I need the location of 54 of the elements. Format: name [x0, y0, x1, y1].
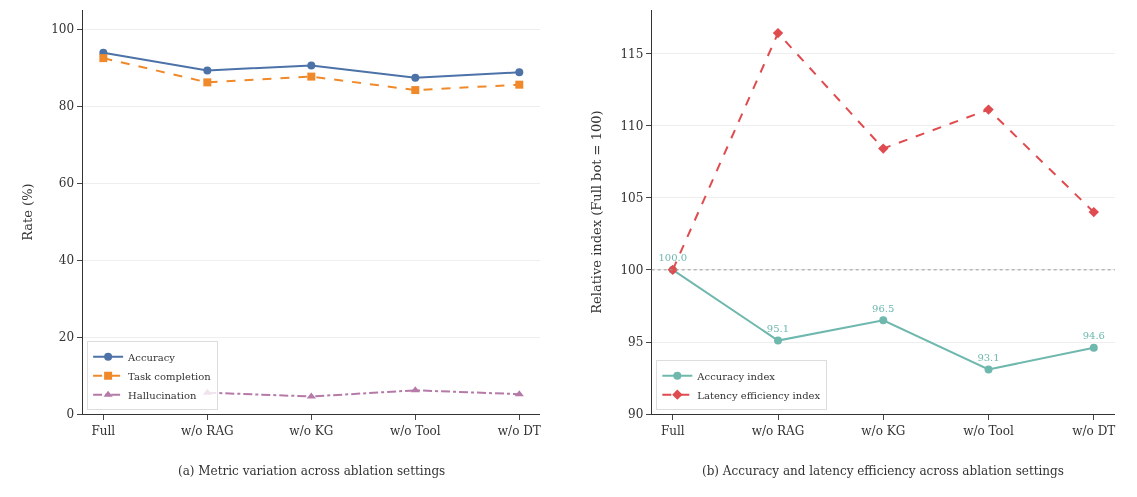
point	[772, 27, 784, 39]
data-label: 95.1	[766, 323, 790, 335]
point	[515, 68, 524, 77]
x-tick-label: w/o Tool	[389, 423, 441, 438]
y-tick-label: 80	[58, 99, 75, 114]
legend-label: Accuracy	[127, 351, 176, 363]
x-tick-label: w/o Tool	[963, 423, 1015, 438]
x-tick-label: Full	[660, 423, 685, 438]
point	[1089, 343, 1098, 352]
legend-label: Accuracy index	[696, 370, 776, 382]
point	[878, 143, 889, 154]
y-tick-label: 90	[628, 407, 644, 422]
text: (a) Metric variation across ablation settings	[178, 464, 446, 478]
text: (b) Accuracy and latency efficiency across ablation settings	[702, 464, 1064, 478]
y-tick-label: 100	[620, 263, 644, 278]
x-tick-label: w/o RAG	[751, 423, 805, 438]
x-tick-label: w/o KG	[861, 423, 906, 438]
y-axis-title: Rate (%)	[20, 183, 36, 241]
legend-label: Latency efficiency index	[697, 389, 821, 401]
data-label: 94.6	[1082, 330, 1105, 342]
y-tick-label: 40	[58, 253, 75, 268]
data-label: 96.5	[872, 302, 895, 314]
data-label: 93.1	[977, 351, 1000, 363]
point	[1088, 206, 1099, 218]
point	[99, 54, 108, 63]
point	[307, 61, 316, 70]
y-tick-label: 60	[58, 176, 75, 191]
point	[203, 66, 212, 75]
point	[774, 336, 783, 345]
x-tick-label: w/o RAG	[181, 423, 234, 438]
point	[203, 78, 212, 87]
point	[307, 72, 316, 81]
point	[411, 86, 420, 95]
y-tick-label: 100	[51, 22, 75, 37]
point	[983, 104, 994, 115]
point	[514, 390, 524, 397]
x-tick-label: w/o DT	[497, 423, 541, 438]
y-tick-label: 105	[620, 190, 644, 205]
y-axis-title: Relative index (Full bot = 100)	[589, 110, 605, 314]
legend-label: Task completion	[128, 370, 212, 382]
y-tick-label: 115	[620, 46, 644, 61]
x-tick-label: w/o DT	[1072, 423, 1116, 438]
x-tick-label: w/o KG	[289, 423, 334, 438]
point	[984, 365, 993, 374]
y-tick-label: 110	[620, 118, 644, 133]
point	[879, 316, 888, 325]
y-tick-label: 0	[66, 407, 75, 422]
point	[515, 80, 524, 89]
data-label: 100.0	[658, 252, 688, 264]
y-tick-label: 95	[628, 335, 644, 350]
point	[411, 73, 420, 82]
legend-label: Hallucination	[128, 389, 198, 401]
x-tick-label: Full	[91, 423, 116, 438]
y-tick-label: 20	[58, 330, 75, 345]
